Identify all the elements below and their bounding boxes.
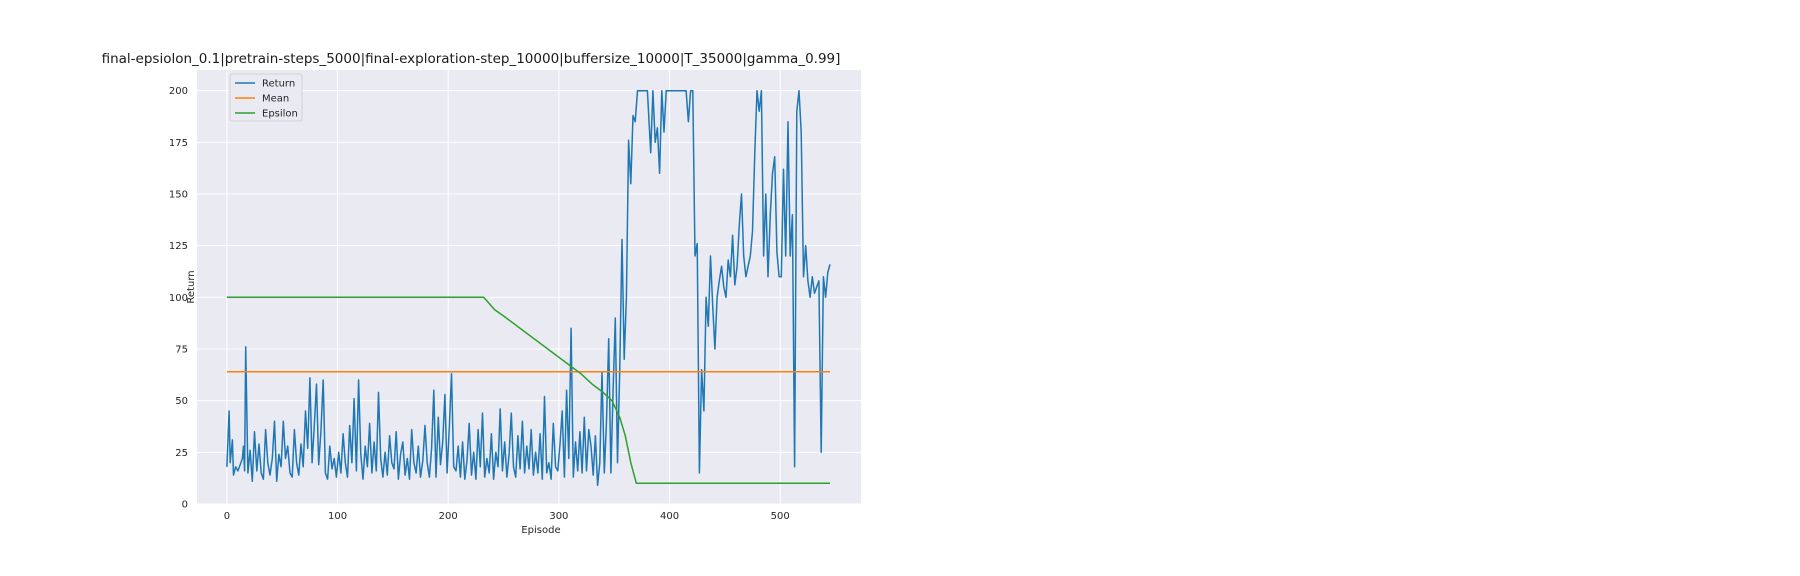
y-tick-label: 25 — [175, 448, 188, 459]
y-tick-label: 125 — [169, 241, 188, 252]
legend-label-epsilon: Epsilon — [262, 109, 298, 120]
x-tick-label: 300 — [549, 511, 568, 522]
x-tick-label: 500 — [771, 511, 790, 522]
series-layer — [226, 89, 831, 487]
y-tick-label: 200 — [169, 86, 188, 97]
y-tick-label: 175 — [169, 138, 188, 149]
y-tick-label: 75 — [175, 345, 188, 356]
grid-lines — [197, 70, 861, 505]
x-tick-label: 0 — [224, 511, 230, 522]
series-line-return — [226, 89, 831, 487]
y-axis-label: Return — [186, 270, 197, 303]
x-tick-label: 200 — [439, 511, 458, 522]
x-tick-label: 400 — [660, 511, 679, 522]
tick-labels: 0 100 200 300 400 500 0 25 50 75 100 125 150 175 200 — [169, 86, 790, 522]
chart-title: final-epsiolon_0.1|pretrain-steps_5000|f… — [102, 51, 841, 67]
y-tick-label: 50 — [175, 396, 188, 407]
y-tick-label: 100 — [169, 293, 188, 304]
legend-label-return: Return — [262, 79, 295, 90]
series-line-epsilon — [226, 296, 830, 485]
legend: Return Mean Epsilon — [229, 73, 303, 122]
y-tick-label: 150 — [169, 190, 188, 201]
x-axis-label: Episode — [521, 525, 560, 536]
legend-label-mean: Mean — [262, 94, 289, 105]
y-tick-label: 0 — [182, 500, 188, 511]
legend-box — [229, 73, 303, 122]
x-tick-label: 100 — [328, 511, 347, 522]
